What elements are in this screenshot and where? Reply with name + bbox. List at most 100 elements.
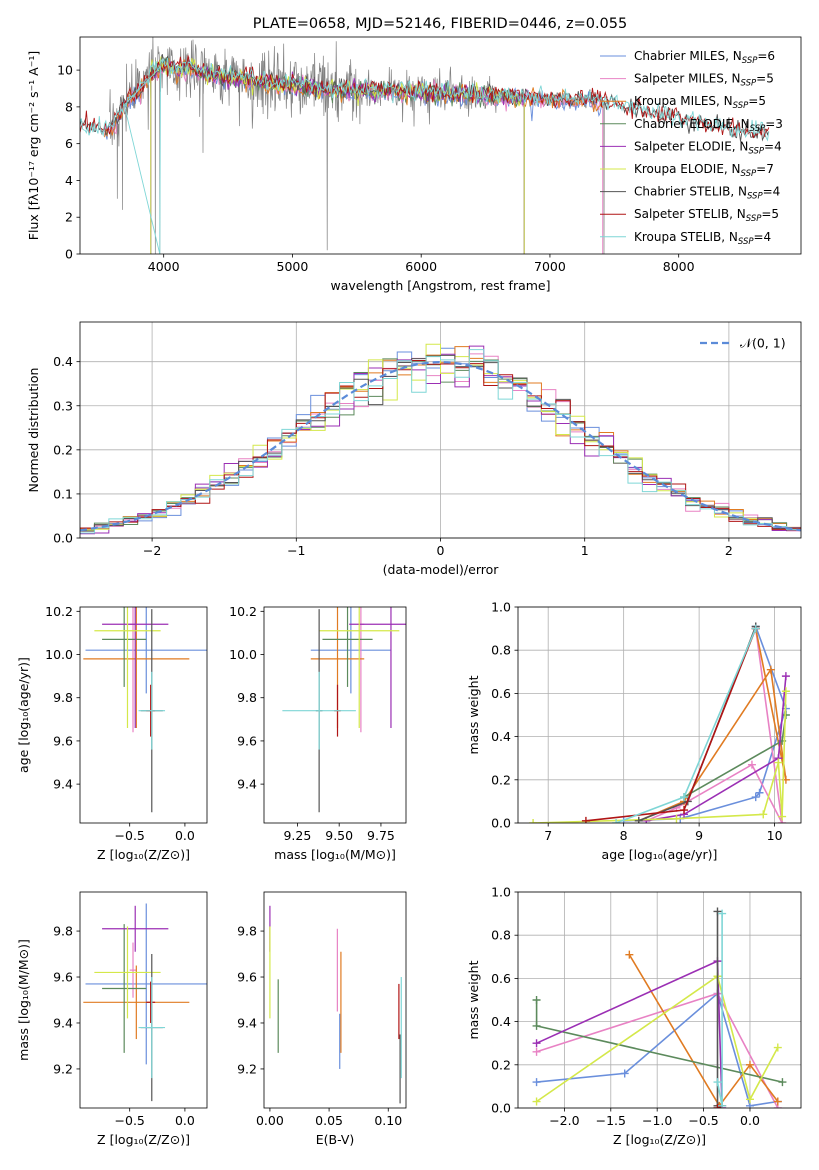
x-tick-label: 7000: [534, 259, 566, 274]
y-tick-label: 9.2: [237, 1061, 257, 1076]
axes-frame: [79, 36, 802, 255]
histogram-salpeter-stelib: [80, 360, 801, 530]
axes-mass-vs-ebv: 0.00 0.05 0.10 9.2 9.4 9.6 9.8 E(B-V): [237, 891, 407, 1147]
x-tick-label: 9: [695, 828, 703, 843]
data-point-marker: [713, 907, 722, 916]
y-tick-label: 6: [65, 136, 73, 151]
y-tick-label: 0.2: [491, 772, 511, 787]
axes-massweight-vs-Z: −2.0 −1.5 −1.0 −0.5 0.0 0.0 0.2 0.4 0.6 0.8 1.0 Z […: [466, 885, 802, 1147]
x-tick-label: −1.5: [596, 1113, 626, 1128]
data-point-marker: [755, 788, 764, 797]
y-tick-label: 0.0: [53, 531, 73, 546]
series-kroupa-stelib: [713, 909, 727, 1108]
data-point-marker: [532, 996, 541, 1004]
data-point-marker: [713, 1078, 722, 1087]
series-chabrier-stelib: [634, 622, 760, 823]
x-tick-label: 4000: [148, 259, 180, 274]
x-tick-label: 0.0: [740, 1113, 760, 1128]
plot-area: [80, 343, 801, 535]
x-tick-label: 1: [581, 543, 589, 558]
legend-label: 𝒩(0, 1): [740, 336, 786, 351]
y-tick-label: 9.8: [53, 690, 73, 705]
errorbar-kroupa-stelib: [138, 671, 166, 750]
data-point-marker: [751, 793, 760, 802]
series-line: [536, 974, 779, 1103]
errorbar-chabrier-miles: [85, 903, 207, 1065]
data-point-marker: [532, 1078, 541, 1087]
x-tick-label: 0.0: [175, 1113, 195, 1128]
errorbar-kroupa-elodie: [94, 607, 161, 728]
y-axis-label: Flux [fλ10⁻¹⁷ erg cm⁻² s⁻¹ A⁻¹]: [26, 51, 41, 240]
x-tick-label: 10: [767, 828, 783, 843]
data-point-marker: [781, 672, 790, 681]
x-tick-label: 0.0: [175, 828, 195, 843]
x-tick-label: 8000: [663, 259, 695, 274]
series-line: [646, 676, 787, 822]
axes-massweight-vs-age: 7 8 9 10 0.0 0.2 0.4 0.6 0.8 1.0 age [log₁₀(age/yr…: [466, 600, 802, 862]
y-tick-label: 1.0: [491, 600, 511, 615]
data-point-marker: [532, 1039, 541, 1048]
errorbar-kroupa-stelib: [282, 671, 356, 750]
x-tick-label: 0.05: [315, 1113, 343, 1128]
data-point-marker: [672, 814, 681, 823]
chart-title: PLATE=0658, MJD=52146, FIBERID=0446, z=0…: [253, 16, 627, 32]
y-tick-label: 0.4: [53, 354, 73, 369]
data-point-marker: [774, 758, 783, 767]
axes-spectrum: 4000 5000 6000 7000 8000 0 2 4 6 8 10 wavelength [A…: [26, 36, 802, 293]
errorbar-salpeter-elodie: [102, 607, 169, 728]
x-tick-label: 6000: [405, 259, 437, 274]
x-tick-label: 9.75: [367, 828, 395, 843]
x-tick-label: 5000: [277, 259, 309, 274]
data-point-marker: [745, 1095, 754, 1104]
x-tick-label: −2: [143, 543, 161, 558]
y-tick-label: 10.0: [45, 647, 73, 662]
x-axis-label: Z [log₁₀(Z/Z⊙)]: [97, 1132, 190, 1147]
x-tick-label: −2.0: [549, 1113, 579, 1128]
histogram-kroupa-stelib: [80, 349, 801, 534]
plot-area: [529, 622, 790, 823]
y-tick-label: 10.0: [229, 647, 257, 662]
y-tick-label: 8: [65, 99, 73, 114]
y-tick-label: 0.8: [491, 928, 511, 943]
errorbar-salpeter-stelib: [146, 981, 156, 1023]
x-tick-label: 7: [544, 828, 552, 843]
plot-area: [83, 903, 207, 1102]
plot-area: [282, 607, 406, 813]
series-salpeter-elodie: [532, 957, 727, 1108]
data-point-marker: [680, 806, 689, 815]
errorbar-kroupa-elodie: [94, 926, 161, 1019]
y-tick-label: 0: [65, 247, 73, 262]
legend-label: Salpeter MILES, NSSP=5: [634, 72, 774, 89]
data-point-marker: [581, 816, 590, 823]
y-tick-label: 9.4: [53, 777, 73, 792]
y-tick-label: 0.6: [491, 686, 511, 701]
y-tick-label: 10.2: [229, 604, 257, 619]
data-point-marker: [634, 816, 643, 823]
data-point-marker: [745, 1060, 754, 1069]
errorbar-chabrier-elodie: [102, 607, 147, 687]
x-tick-label: 9.25: [283, 828, 311, 843]
y-tick-label: 9.8: [53, 924, 73, 939]
series-line: [585, 628, 757, 822]
legend-label: Chabrier ELODIE, NSSP=3: [634, 117, 783, 134]
data-point-marker: [766, 665, 775, 674]
y-tick-label: 9.6: [237, 970, 257, 985]
x-axis-label: wavelength [Angstrom, rest frame]: [330, 278, 550, 293]
y-tick-label: 9.6: [53, 970, 73, 985]
x-tick-label: 0.00: [256, 1113, 284, 1128]
data-point-marker: [620, 1069, 629, 1078]
data-point-marker: [529, 819, 538, 823]
plot-area: [83, 607, 207, 813]
legend-label: Salpeter STELIB, NSSP=5: [634, 207, 779, 224]
series-salpeter-stelib: [581, 624, 760, 823]
y-axis-label: age [log₁₀(age/yr)]: [16, 657, 31, 773]
y-tick-label: 9.2: [53, 1061, 73, 1076]
legend: Chabrier MILES, NSSP=6 Salpeter MILES, NS…: [600, 49, 783, 247]
y-tick-label: 4: [65, 173, 73, 188]
axes-residuals: −2 −1 0 1 2 0.0 0.1 0.2 0.3 0.4 (data-model)/error…: [26, 321, 802, 577]
data-point-marker: [781, 687, 790, 696]
data-point-marker: [747, 760, 756, 769]
legend-label: Kroupa STELIB, NSSP=4: [634, 230, 771, 247]
axes-age-vs-mass: 9.25 9.50 9.75 9.4 9.6 9.8 10.0 10.2 mass [log₁₀…: [229, 604, 407, 862]
